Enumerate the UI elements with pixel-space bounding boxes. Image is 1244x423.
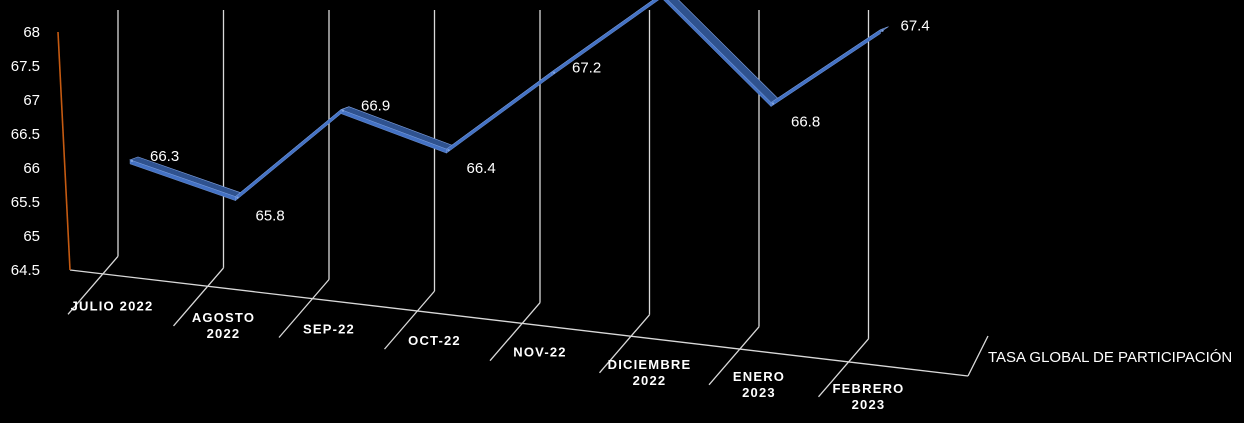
x-tick-label: JULIO 2022 (71, 298, 154, 313)
y-axis-line (58, 32, 70, 270)
data-point (553, 71, 555, 73)
data-point (236, 196, 238, 198)
x-tick-label: AGOSTO 2022 (192, 310, 255, 341)
ribbon-front-face (771, 30, 881, 107)
ribbon-front-face (552, 0, 662, 76)
ribbon-top-face (130, 157, 244, 197)
ribbon-front-face (662, 0, 772, 107)
y-tick-label: 67.5 (11, 58, 40, 75)
ribbon-front-face (447, 72, 553, 153)
y-tick-label: 64.5 (11, 262, 40, 279)
ribbon-front-face (236, 110, 342, 201)
data-label: 66.4 (467, 160, 496, 177)
data-point (447, 149, 449, 151)
ribbon-top-face (341, 107, 455, 149)
ribbon-front-face (341, 110, 447, 153)
ribbon-front-face (130, 160, 236, 201)
y-tick-label: 66.5 (11, 126, 40, 143)
data-label: 66.8 (791, 114, 820, 131)
y-tick-label: 68 (23, 24, 40, 41)
data-label: 65.8 (256, 208, 285, 225)
x-tick-label: SEP-22 (303, 322, 355, 337)
data-label: 67.2 (572, 60, 601, 77)
data-point (342, 109, 344, 111)
x-tick-label: FEBRERO 2023 (833, 381, 905, 412)
y-tick-label: 66 (23, 160, 40, 177)
y-tick-label: 67 (23, 92, 40, 109)
data-point (131, 160, 133, 162)
data-point (881, 29, 883, 31)
floor-side-edge (968, 336, 988, 376)
y-tick-label: 65.5 (11, 194, 40, 211)
data-label: 66.3 (150, 148, 179, 165)
data-point (772, 102, 774, 104)
x-tick-label: ENERO 2023 (733, 369, 785, 400)
data-label: 67.4 (901, 18, 930, 35)
y-tick-label: 65 (23, 228, 40, 245)
x-tick-label: DICIEMBRE 2022 (608, 357, 692, 388)
data-label: 66.9 (361, 98, 390, 115)
x-tick-label: NOV-22 (513, 345, 566, 360)
series-label: TASA GLOBAL DE PARTICIPACIÓN (988, 349, 1232, 366)
x-tick-label: OCT-22 (408, 333, 461, 348)
